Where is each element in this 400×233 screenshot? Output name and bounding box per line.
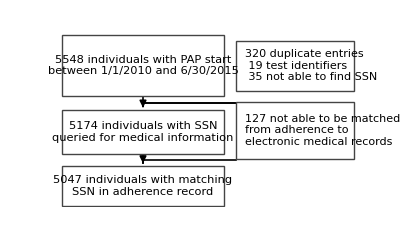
- FancyBboxPatch shape: [62, 35, 224, 96]
- Text: 5174 individuals with SSN
queried for medical information: 5174 individuals with SSN queried for me…: [52, 121, 234, 143]
- Text: 5548 individuals with PAP start
between 1/1/2010 and 6/30/2015: 5548 individuals with PAP start between …: [48, 55, 238, 76]
- FancyBboxPatch shape: [236, 41, 354, 91]
- FancyBboxPatch shape: [62, 110, 224, 154]
- Text: 127 not able to be matched
from adherence to
electronic medical records: 127 not able to be matched from adherenc…: [245, 114, 400, 147]
- FancyBboxPatch shape: [62, 166, 224, 206]
- FancyBboxPatch shape: [236, 102, 354, 159]
- Text: 5047 individuals with matching
SSN in adherence record: 5047 individuals with matching SSN in ad…: [54, 175, 232, 197]
- Text: 320 duplicate entries
 19 test identifiers
 35 not able to find SSN: 320 duplicate entries 19 test identifier…: [245, 49, 378, 82]
